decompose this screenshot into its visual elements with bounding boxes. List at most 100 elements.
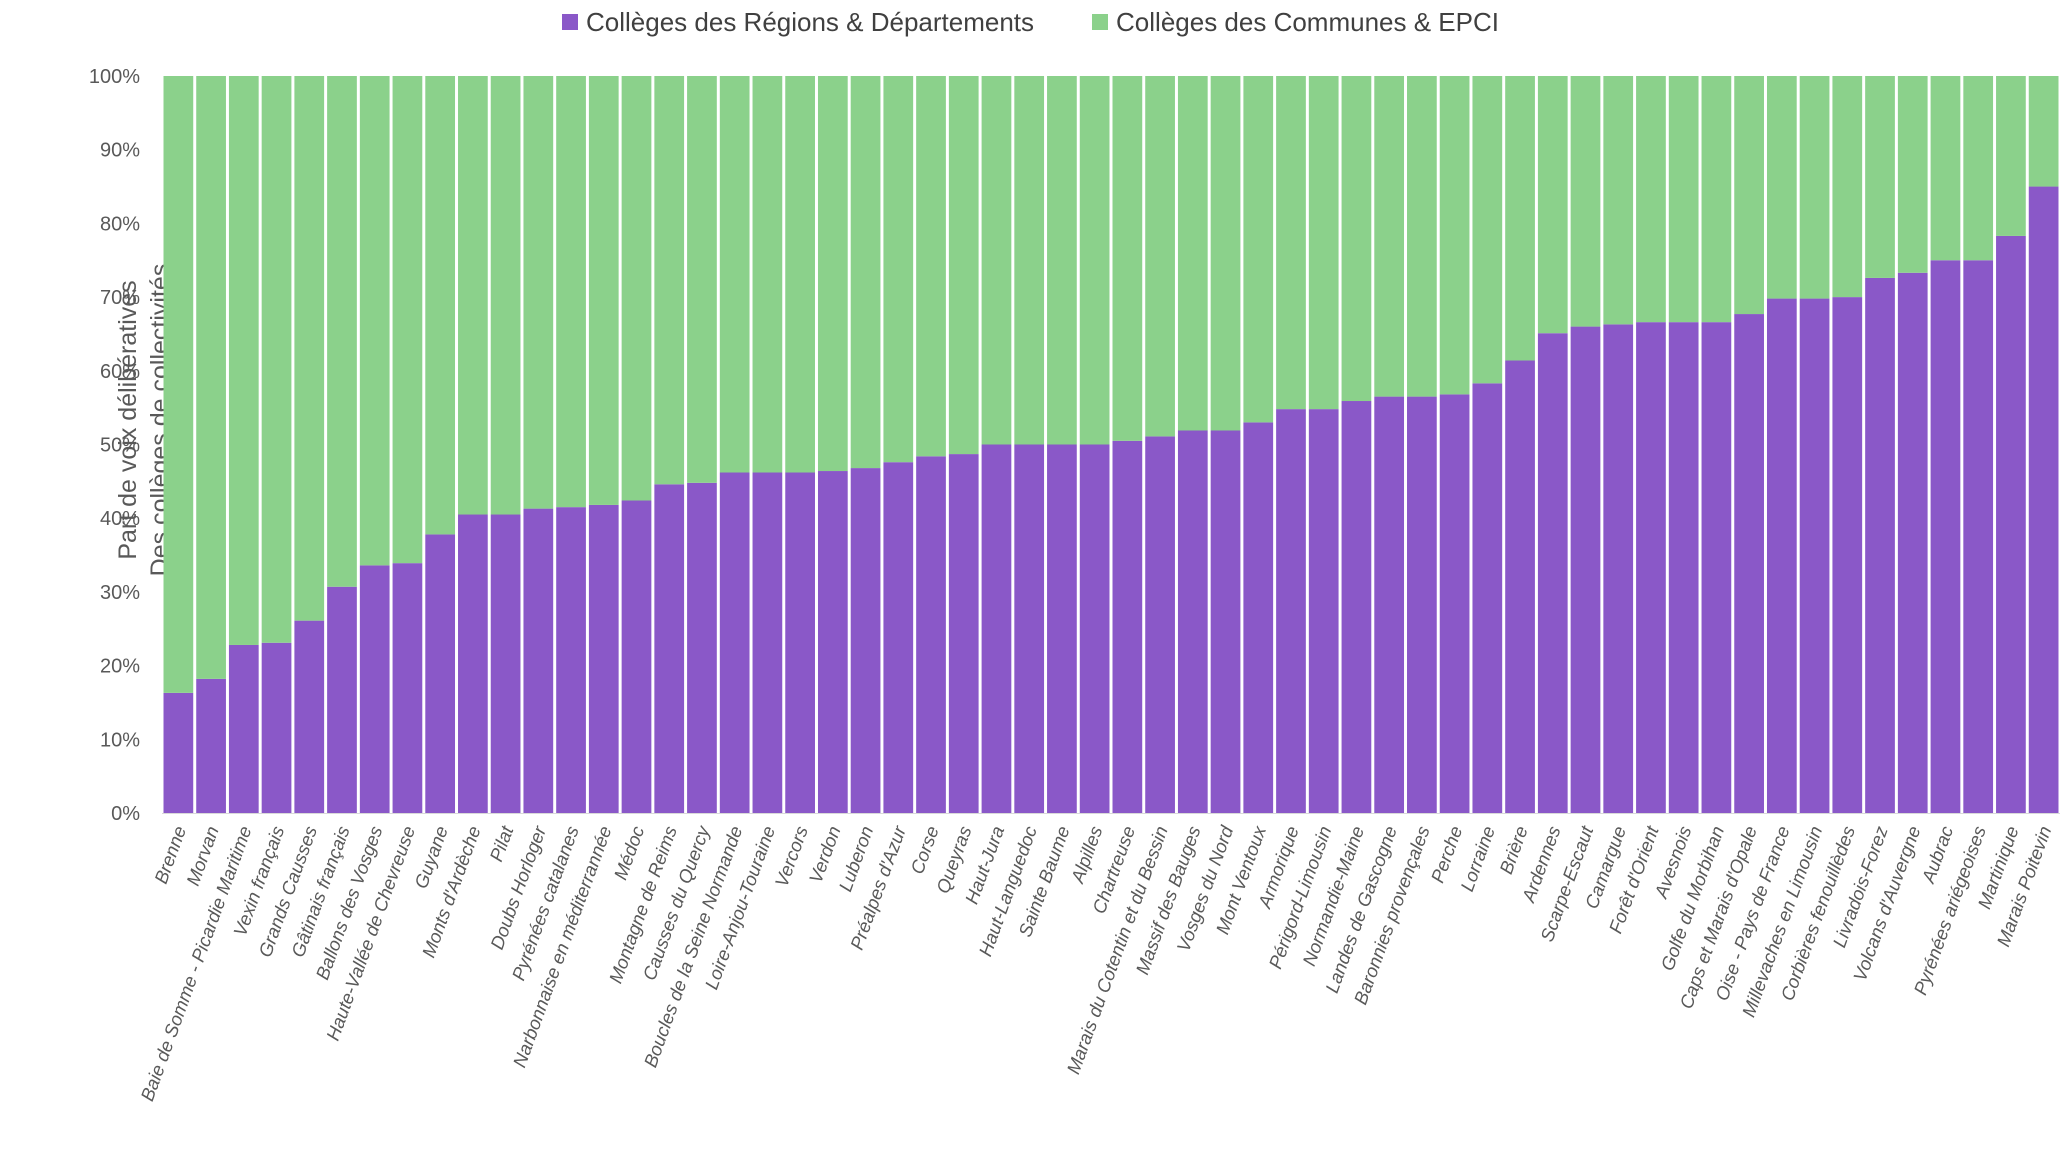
bar-regions-departements (1079, 444, 1110, 813)
bar-communes-epci (294, 76, 325, 621)
bar-regions-departements (1897, 272, 1928, 813)
bar-regions-departements (1374, 396, 1405, 813)
bar-regions-departements (1177, 430, 1208, 813)
bar-communes-epci (621, 76, 652, 501)
bar-regions-departements (948, 454, 979, 813)
bar-regions-departements (916, 456, 946, 813)
y-tick-label: 10% (100, 729, 140, 751)
bar-regions-departements (490, 514, 521, 813)
bar-communes-epci (392, 76, 423, 564)
bar-regions-departements (850, 468, 881, 813)
bar-communes-epci (458, 76, 488, 515)
bar-regions-departements (1865, 277, 1895, 813)
bar-regions-departements (1439, 394, 1470, 813)
bar-regions-departements (1996, 235, 2026, 813)
bar-communes-epci (719, 76, 750, 473)
bar-communes-epci (1145, 76, 1175, 437)
bar-regions-departements (1832, 297, 1863, 814)
x-tick-label: Pilat (485, 822, 517, 864)
bar-communes-epci (981, 76, 1012, 445)
bar-regions-departements (294, 620, 325, 813)
bar-communes-epci (1243, 76, 1274, 423)
bar-regions-departements (1047, 444, 1077, 813)
legend: Collèges des Régions & Départements Coll… (0, 2, 2061, 42)
bar-regions-departements (883, 462, 914, 813)
bar-communes-epci (654, 76, 685, 485)
bar-regions-departements (1930, 260, 1961, 813)
bar-regions-departements (1472, 383, 1503, 813)
bar-communes-epci (1766, 76, 1797, 299)
y-tick-label: 70% (100, 287, 140, 309)
bar-regions-departements (654, 484, 685, 813)
y-tick-label: 50% (100, 435, 140, 457)
bar-communes-epci (523, 76, 554, 509)
bar-communes-epci (687, 76, 717, 483)
bar-regions-departements (1243, 422, 1274, 813)
bar-regions-departements (981, 444, 1012, 813)
bar-regions-departements (523, 508, 554, 813)
bar-regions-departements (1734, 314, 1764, 813)
bar-regions-departements (261, 642, 292, 813)
bar-communes-epci (1668, 76, 1699, 323)
bar-regions-departements (1341, 401, 1372, 813)
bar-regions-departements (1668, 322, 1699, 813)
y-tick-label: 0% (111, 803, 140, 825)
legend-swatch-regions (562, 14, 578, 30)
bar-communes-epci (1505, 76, 1535, 361)
bar-regions-departements (687, 482, 717, 813)
bar-communes-epci (1865, 76, 1895, 278)
bar-regions-departements (588, 504, 619, 813)
bar-regions-departements (1014, 444, 1045, 813)
bar-regions-departements (2028, 186, 2059, 814)
bar-communes-epci (1636, 76, 1666, 323)
y-tick-label: 100% (89, 66, 140, 88)
bar-communes-epci (588, 76, 619, 505)
y-tick-label: 80% (100, 213, 140, 235)
bar-communes-epci (425, 76, 456, 535)
legend-label-communes: Collèges des Communes & EPCI (1116, 6, 1499, 37)
bar-regions-departements (621, 500, 652, 813)
bar-regions-departements (556, 507, 586, 813)
bar-regions-departements (327, 586, 357, 813)
bar-regions-departements (1505, 360, 1535, 813)
bar-regions-departements (1799, 298, 1830, 814)
bar-communes-epci (883, 76, 914, 463)
bar-communes-epci (1112, 76, 1143, 441)
bar-communes-epci (948, 76, 979, 455)
bar-communes-epci (916, 76, 946, 457)
bar-communes-epci (327, 76, 357, 587)
bar-regions-departements (752, 472, 783, 813)
bar-communes-epci (1701, 76, 1732, 323)
bar-communes-epci (261, 76, 292, 643)
y-tick-label: 20% (100, 656, 140, 678)
bar-regions-departements (196, 678, 226, 813)
bar-regions-departements (163, 692, 194, 813)
bar-communes-epci (1537, 76, 1568, 334)
bar-regions-departements (817, 471, 848, 813)
bar-communes-epci (817, 76, 848, 472)
x-tick-label: Brière (1495, 823, 1532, 877)
bar-regions-departements (1537, 333, 1568, 813)
bar-communes-epci (1963, 76, 1994, 261)
bar-regions-departements (1210, 430, 1241, 813)
bar-communes-epci (850, 76, 881, 469)
bar-regions-departements (425, 534, 456, 813)
bar-communes-epci (1734, 76, 1764, 315)
y-tick-label: 90% (100, 140, 140, 162)
bar-communes-epci (1570, 76, 1601, 327)
bar-communes-epci (1472, 76, 1503, 384)
bar-communes-epci (1341, 76, 1372, 402)
bar-regions-departements (719, 472, 750, 813)
bar-communes-epci (1210, 76, 1241, 431)
bar-regions-departements (359, 565, 390, 813)
bar-communes-epci (1276, 76, 1306, 410)
bar-regions-departements (1963, 260, 1994, 813)
bar-communes-epci (490, 76, 521, 515)
legend-item-communes: Collèges des Communes & EPCI (1092, 7, 1499, 38)
bar-communes-epci (1930, 76, 1961, 261)
bar-regions-departements (1570, 326, 1601, 813)
bar-communes-epci (1177, 76, 1208, 431)
y-tick-label: 30% (100, 582, 140, 604)
bar-regions-departements (1701, 322, 1732, 813)
bar-regions-departements (1603, 324, 1634, 813)
